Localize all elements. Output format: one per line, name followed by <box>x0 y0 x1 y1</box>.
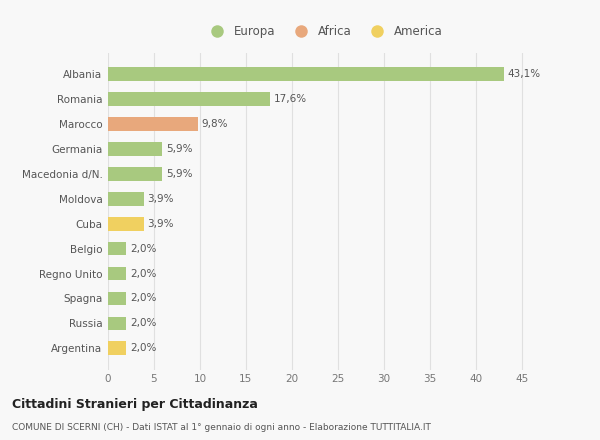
Text: 5,9%: 5,9% <box>166 144 193 154</box>
Text: 17,6%: 17,6% <box>274 94 307 104</box>
Bar <box>108 117 198 131</box>
Text: 43,1%: 43,1% <box>508 69 541 79</box>
Bar <box>108 92 270 106</box>
Text: 9,8%: 9,8% <box>202 119 228 129</box>
Bar <box>108 67 504 81</box>
Legend: Europa, Africa, America: Europa, Africa, America <box>200 21 448 43</box>
Bar <box>108 192 144 205</box>
Text: 2,0%: 2,0% <box>130 293 157 304</box>
Bar <box>108 267 127 280</box>
Text: COMUNE DI SCERNI (CH) - Dati ISTAT al 1° gennaio di ogni anno - Elaborazione TUT: COMUNE DI SCERNI (CH) - Dati ISTAT al 1°… <box>12 423 431 433</box>
Text: 3,9%: 3,9% <box>148 219 174 229</box>
Text: 5,9%: 5,9% <box>166 169 193 179</box>
Bar <box>108 316 127 330</box>
Bar <box>108 167 162 181</box>
Bar <box>108 142 162 156</box>
Text: 2,0%: 2,0% <box>130 244 157 253</box>
Text: 2,0%: 2,0% <box>130 343 157 353</box>
Text: 2,0%: 2,0% <box>130 319 157 328</box>
Bar <box>108 292 127 305</box>
Bar <box>108 242 127 256</box>
Bar <box>108 217 144 231</box>
Text: 2,0%: 2,0% <box>130 268 157 279</box>
Text: Cittadini Stranieri per Cittadinanza: Cittadini Stranieri per Cittadinanza <box>12 398 258 411</box>
Bar <box>108 341 127 355</box>
Text: 3,9%: 3,9% <box>148 194 174 204</box>
